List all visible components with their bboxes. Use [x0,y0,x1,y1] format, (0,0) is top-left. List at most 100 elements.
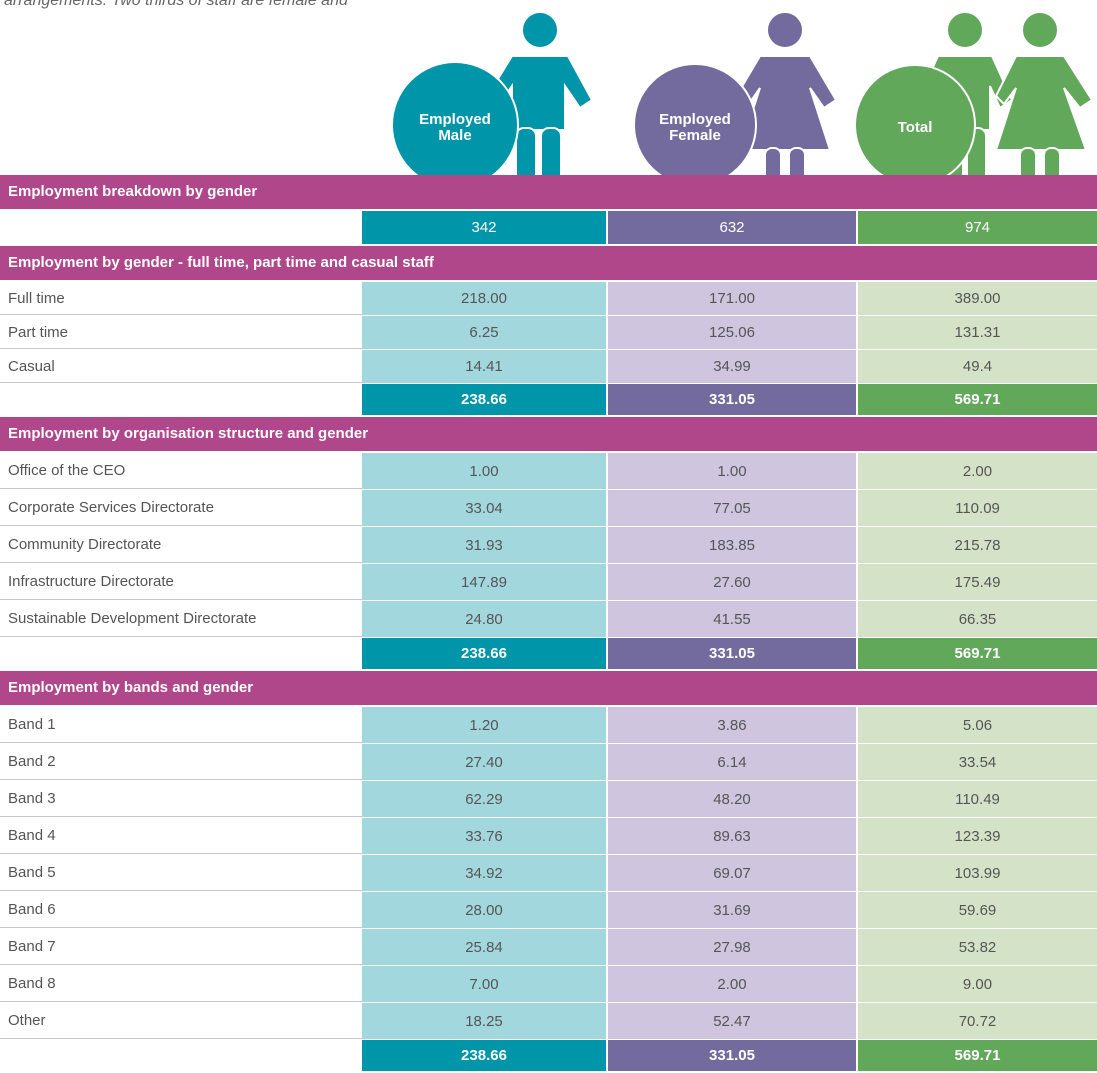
cell: 49.4 [858,350,1097,383]
section-header: Employment by gender - full time, part t… [0,246,1097,280]
table-row: Band 6 28.00 31.69 59.69 [0,892,1097,928]
cell: 48.20 [608,781,858,817]
row-label: Band 4 [0,818,362,854]
cell: 59.69 [858,892,1097,928]
row-label: Total [8,1047,43,1064]
total-row: Total 238.66 331.05 569.71 [0,384,1097,415]
table-row: Full time 218.00 171.00 389.00 [0,282,1097,315]
cell: 53.82 [858,929,1097,965]
cell: 41.55 [608,601,858,637]
cell: 31.69 [608,892,858,928]
cell: 215.78 [858,527,1097,563]
cell: 331.05 [608,1040,858,1071]
table-row: Corporate Services Directorate 33.04 77.05… [0,490,1097,526]
row-label: Band 2 [0,744,362,780]
cell: 389.00 [858,282,1097,315]
cell: 1.00 [362,453,608,489]
cell: 34.92 [362,855,608,891]
cell: 103.99 [858,855,1097,891]
section-header: Employment by bands and gender [0,671,1097,705]
cell: 110.49 [858,781,1097,817]
header-icons [391,11,1094,176]
row-label: Community Directorate [0,527,362,563]
table-row: Other 18.25 52.47 70.72 [0,1003,1097,1039]
row-label: Infrastructure Directorate [0,564,362,600]
cell: 2.00 [608,966,858,1002]
female-icon [633,11,838,176]
cell: 238.66 [362,1040,608,1071]
row-label: Band 6 [0,892,362,928]
cell: 123.39 [858,818,1097,854]
cell: 70.72 [858,1003,1097,1039]
cell: 27.98 [608,929,858,965]
table-row: Band 1 1.20 3.86 5.06 [0,707,1097,743]
table-row: Part time 6.25 125.06 131.31 [0,316,1097,349]
cell: 5.06 [858,707,1097,743]
table-row: Infrastructure Directorate 147.89 27.60 175… [0,564,1097,600]
cell: 7.00 [362,966,608,1002]
cell: 6.14 [608,744,858,780]
table-row: Office of the CEO 1.00 1.00 2.00 [0,453,1097,489]
cell: 569.71 [858,1040,1097,1071]
cell: 27.40 [362,744,608,780]
row-label: Band 5 [0,855,362,891]
row-label: Part time [0,316,362,349]
cell: 238.66 [362,638,608,669]
cell: 147.89 [362,564,608,600]
table-row: Band 4 33.76 89.63 123.39 [0,818,1097,854]
cell: 31.93 [362,527,608,563]
row-label: Band 3 [0,781,362,817]
table-row: Band 5 34.92 69.07 103.99 [0,855,1097,891]
cell: 110.09 [858,490,1097,526]
cell: 14.41 [362,350,608,383]
intro-text: arrangements. Two thirds of staff are fe… [4,0,348,9]
total-row: Total 238.66 331.05 569.71 [0,638,1097,669]
row-label: Corporate Services Directorate [0,490,362,526]
cell: 18.25 [362,1003,608,1039]
cell: 52.47 [608,1003,858,1039]
cell: 569.71 [858,638,1097,669]
cell: 77.05 [608,490,858,526]
table-row: Band 2 27.40 6.14 33.54 [0,744,1097,780]
cell: 171.00 [608,282,858,315]
cell: 632 [608,211,858,244]
table-row: Casual 14.41 34.99 49.4 [0,350,1097,383]
section-header: Employment breakdown by gender [0,175,1097,209]
cell: 331.05 [608,638,858,669]
cell: 25.84 [362,929,608,965]
male-icon [391,11,594,176]
cell: 1.20 [362,707,608,743]
cell: 33.04 [362,490,608,526]
row-label: Total [8,645,43,662]
column-label: Total [897,119,933,136]
row-label: Other [0,1003,362,1039]
table-row: Sustainable Development Directorate 24.80… [0,601,1097,637]
row-label: Band 1 [0,707,362,743]
table-row: Band 7 25.84 27.98 53.82 [0,929,1097,965]
cell: 2.00 [858,453,1097,489]
row-label: Casual [0,350,362,383]
table-row: 342 632 974 [0,211,1097,244]
row-label: Band 7 [0,929,362,965]
table-row: Community Directorate 31.93 183.85 215.78 [0,527,1097,563]
cell: 27.60 [608,564,858,600]
cell: 33.76 [362,818,608,854]
cell: 1.00 [608,453,858,489]
row-label: Office of the CEO [0,453,362,489]
cell: 34.99 [608,350,858,383]
cell: 331.05 [608,384,858,415]
cell [0,211,362,244]
row-label: Full time [0,282,362,315]
cell: 125.06 [608,316,858,349]
row-label: Band 8 [0,966,362,1002]
cell: 89.63 [608,818,858,854]
cell: 9.00 [858,966,1097,1002]
total-icon [854,11,1094,176]
cell: 3.86 [608,707,858,743]
cell: 66.35 [858,601,1097,637]
table: Employment breakdown by gender 342 632 974 E… [0,175,1097,1073]
cell: 974 [858,211,1097,244]
cell: 218.00 [362,282,608,315]
table-row: Band 3 62.29 48.20 110.49 [0,781,1097,817]
